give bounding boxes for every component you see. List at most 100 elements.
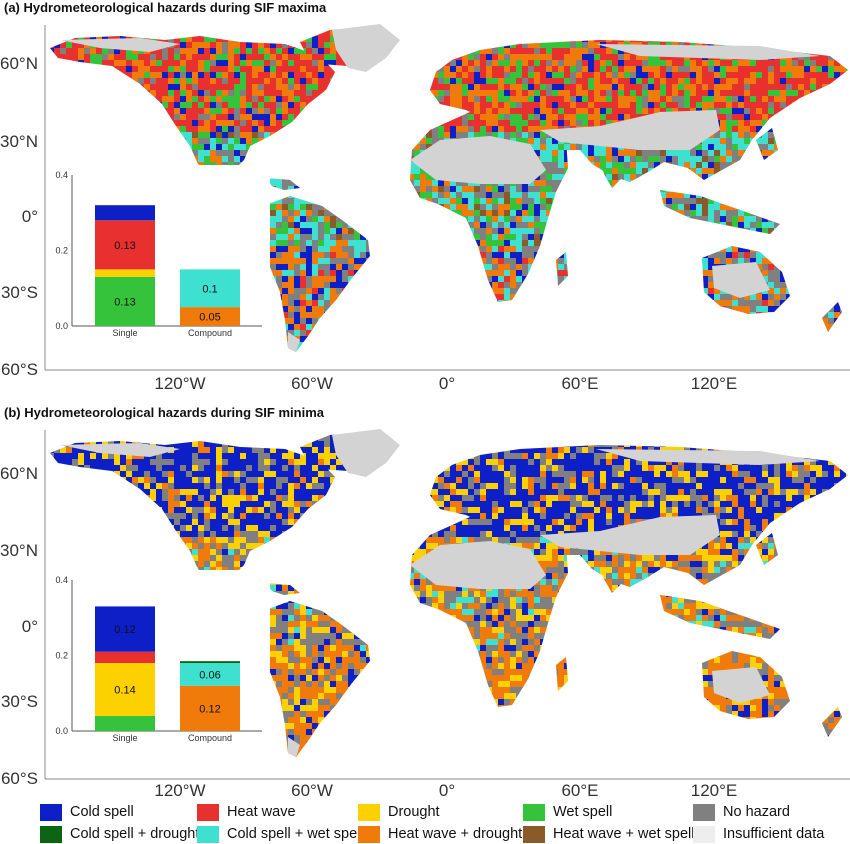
hazard-pixel xyxy=(420,234,426,240)
hazard-pixel xyxy=(450,102,456,108)
hazard-pixel xyxy=(618,108,624,114)
hazard-pixel xyxy=(414,54,420,60)
hazard-pixel xyxy=(498,42,504,48)
hazard-pixel xyxy=(132,90,138,96)
hazard-pixel xyxy=(624,180,630,186)
hazard-pixel xyxy=(840,228,846,234)
hazard-pixel xyxy=(618,156,624,162)
hazard-pixel xyxy=(96,102,102,108)
hazard-pixel xyxy=(258,102,264,108)
hazard-pixel xyxy=(486,78,492,84)
hazard-pixel xyxy=(594,72,600,78)
hazard-pixel xyxy=(168,60,174,66)
hazard-pixel xyxy=(474,120,480,126)
hazard-pixel xyxy=(720,174,726,180)
hazard-pixel xyxy=(546,84,552,90)
hazard-pixel xyxy=(636,156,642,162)
hazard-pixel xyxy=(798,162,804,168)
hazard-pixel xyxy=(270,222,276,228)
hazard-pixel xyxy=(456,204,462,210)
hazard-pixel xyxy=(456,108,462,114)
hazard-pixel xyxy=(294,216,300,222)
hazard-pixel xyxy=(312,114,318,120)
hazard-pixel xyxy=(348,108,354,114)
hazard-pixel xyxy=(192,102,198,108)
hazard-pixel xyxy=(72,84,78,90)
hazard-pixel xyxy=(486,102,492,108)
hazard-pixel xyxy=(642,180,648,186)
hazard-pixel xyxy=(144,108,150,114)
hazard-pixel xyxy=(438,28,444,30)
hazard-pixel xyxy=(444,42,450,48)
hazard-pixel xyxy=(588,42,594,48)
hazard-pixel xyxy=(468,126,474,132)
hazard-pixel xyxy=(378,90,384,96)
hazard-pixel xyxy=(228,54,234,60)
hazard-pixel xyxy=(318,192,324,198)
hazard-pixel xyxy=(246,108,252,114)
hazard-pixel xyxy=(306,90,312,96)
hazard-pixel xyxy=(96,30,102,36)
hazard-pixel xyxy=(552,222,558,228)
hazard-pixel xyxy=(234,54,240,60)
hazard-pixel xyxy=(654,234,660,240)
hazard-pixel xyxy=(342,126,348,132)
hazard-pixel xyxy=(672,72,678,78)
hazard-pixel xyxy=(234,144,240,150)
hazard-pixel xyxy=(372,162,378,168)
hazard-pixel xyxy=(402,30,408,36)
hazard-pixel xyxy=(804,168,810,174)
hazard-pixel xyxy=(336,96,342,102)
hazard-pixel xyxy=(90,28,96,30)
hazard-pixel xyxy=(528,120,534,126)
hazard-pixel xyxy=(132,108,138,114)
hazard-pixel xyxy=(342,216,348,222)
hazard-pixel xyxy=(198,96,204,102)
hazard-pixel xyxy=(708,168,714,174)
hazard-pixel xyxy=(180,54,186,60)
hazard-pixel xyxy=(762,168,768,174)
hazard-pixel xyxy=(336,102,342,108)
hazard-pixel xyxy=(270,120,276,126)
hazard-pixel xyxy=(66,72,72,78)
hazard-pixel xyxy=(438,108,444,114)
hazard-pixel xyxy=(792,156,798,162)
hazard-pixel xyxy=(732,60,738,66)
hazard-pixel xyxy=(672,66,678,72)
hazard-pixel xyxy=(72,102,78,108)
hazard-pixel xyxy=(300,180,306,186)
hazard-pixel xyxy=(378,78,384,84)
hazard-pixel xyxy=(810,144,816,150)
hazard-pixel xyxy=(744,132,750,138)
hazard-pixel xyxy=(276,108,282,114)
hazard-pixel xyxy=(270,198,276,204)
hazard-pixel xyxy=(780,180,786,186)
hazard-pixel xyxy=(396,198,402,204)
hazard-pixel xyxy=(198,156,204,162)
hazard-pixel xyxy=(804,198,810,204)
hazard-pixel xyxy=(354,144,360,150)
hazard-pixel xyxy=(462,186,468,192)
hazard-pixel xyxy=(480,90,486,96)
hazard-pixel xyxy=(456,216,462,222)
hazard-pixel xyxy=(96,132,102,138)
hazard-pixel xyxy=(348,102,354,108)
hazard-pixel xyxy=(390,228,396,234)
hazard-pixel xyxy=(324,204,330,210)
hazard-pixel xyxy=(462,42,468,48)
hazard-pixel xyxy=(738,66,744,72)
hazard-pixel xyxy=(810,240,816,246)
hazard-pixel xyxy=(456,84,462,90)
hazard-pixel xyxy=(396,102,402,108)
hazard-pixel xyxy=(618,66,624,72)
hazard-pixel xyxy=(552,60,558,66)
hazard-pixel xyxy=(186,120,192,126)
hazard-pixel xyxy=(750,228,756,234)
hazard-pixel xyxy=(180,108,186,114)
hazard-pixel xyxy=(846,54,848,60)
hazard-pixel xyxy=(408,114,414,120)
hazard-pixel xyxy=(582,222,588,228)
hazard-pixel xyxy=(792,114,798,120)
hazard-pixel xyxy=(576,204,582,210)
hazard-pixel xyxy=(54,138,60,144)
